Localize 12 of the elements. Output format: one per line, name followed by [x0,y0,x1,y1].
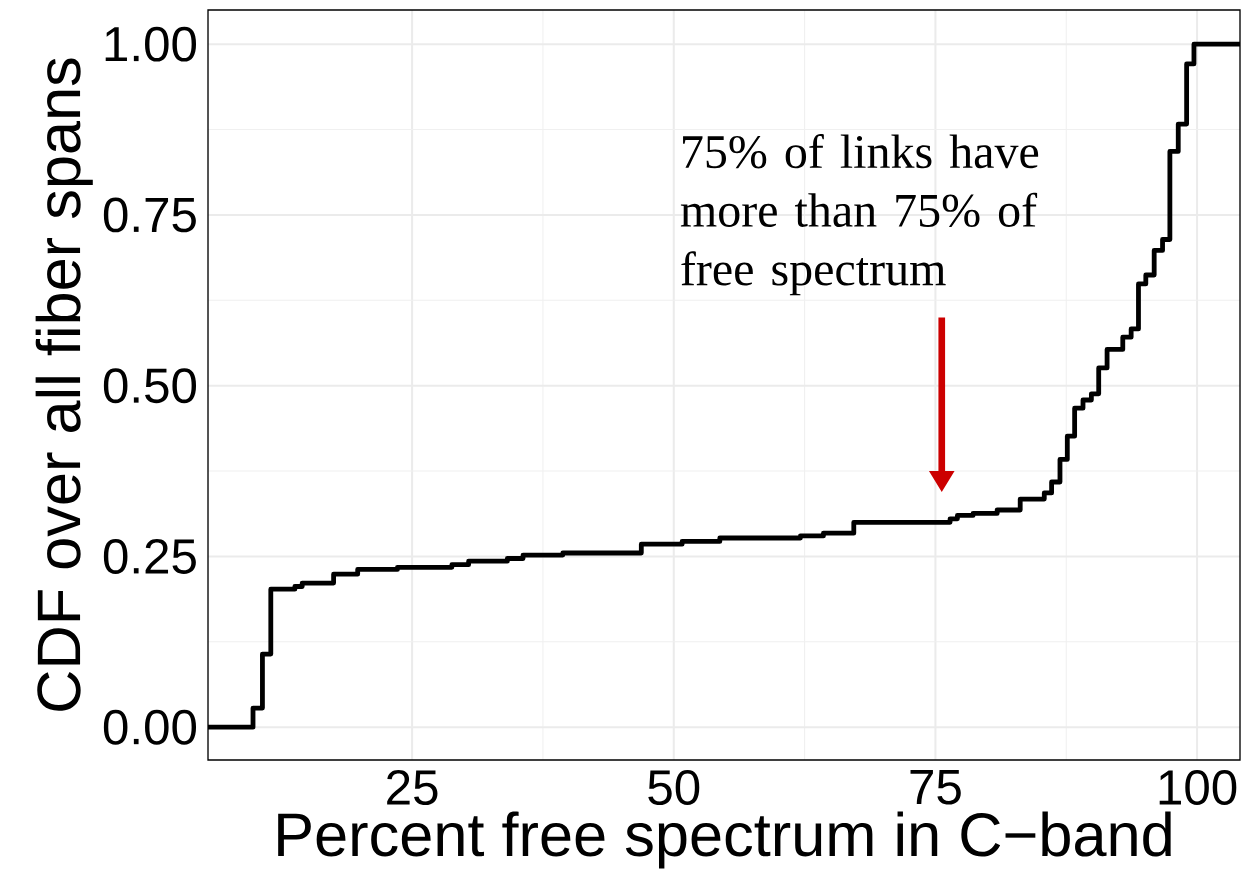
y-axis-title: CDF over all fiber spans [35,58,93,711]
x-tick-label: 75 [910,770,961,805]
x-tick-label: 50 [648,770,700,805]
x-axis-title: Percent free spectrum in C−band [278,811,1171,869]
y-tick-label: 0.50 [103,368,197,404]
y-tick-label: 0.75 [103,197,196,233]
annotation: 75% of links have more than 75% of free spectrum [680,134,1039,296]
x-tick-label: 100 [1159,770,1237,805]
y-tick-label: 1.00 [105,26,197,62]
y-tick-label: 0.25 [103,538,196,574]
x-tick-label: 25 [387,770,438,805]
y-tick-label: 0.00 [103,709,197,745]
